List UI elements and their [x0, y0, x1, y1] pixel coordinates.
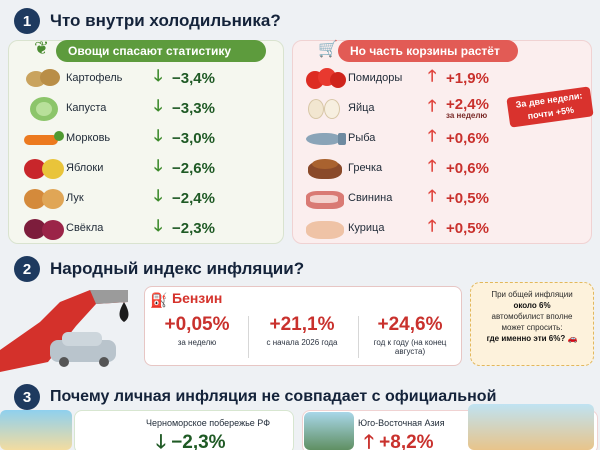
section2-number: 2	[14, 256, 40, 282]
arrow-up-icon: 🡑	[428, 127, 437, 145]
arrow-up-icon: 🡑	[364, 432, 380, 450]
arrow-up-icon: 🡑	[428, 97, 437, 115]
fish-icon	[304, 125, 348, 151]
list-item: Гречка 🡑 +0,6%	[304, 153, 489, 183]
list-item: Свёкла 🡓 −2,3%	[22, 213, 215, 243]
destination-card-black-sea	[74, 410, 294, 450]
car-icon: 🚗	[567, 334, 578, 343]
rising-heading: Но часть корзины растёт	[338, 40, 518, 62]
inflation-callout: При общей инфляции около 6% автомобилист…	[470, 282, 594, 366]
fuel-label: Бензин	[172, 290, 223, 306]
fuel-metric-yoy: +24,6% год к году (на конец августа)	[373, 314, 447, 356]
sprout-icon: ❦	[34, 38, 50, 58]
fuel-stats-card	[144, 286, 462, 366]
fuel-pump-icon: ⛽	[150, 292, 168, 308]
list-item: Капуста 🡓 −3,3%	[22, 93, 215, 123]
arrow-down-icon: 🡓	[156, 432, 172, 450]
list-item: Курица 🡑 +0,5%	[304, 213, 489, 243]
destination-name: Черноморское побережье РФ	[146, 418, 271, 428]
section1-header: 1 Что внутри холодильника?	[14, 8, 281, 34]
list-item: Яблоки 🡓 −2,6%	[22, 153, 215, 183]
buckwheat-icon	[304, 155, 348, 181]
arrow-up-icon: 🡑	[428, 157, 437, 175]
fuel-metric-ytd: +21,1% с начала 2026 года	[266, 314, 338, 347]
destination-change: 🡑 +8,2%	[364, 428, 434, 450]
tomato-icon	[304, 65, 348, 91]
karst-illustration	[304, 412, 354, 450]
section1-number: 1	[14, 8, 40, 34]
section3-number: 3	[14, 384, 40, 410]
arrow-down-icon: 🡓	[154, 97, 163, 115]
arrow-down-icon: 🡓	[154, 157, 163, 175]
temple-illustration	[468, 404, 594, 450]
list-item: Яйца 🡑 +2,4% за неделю	[304, 93, 489, 123]
arrow-down-icon: 🡓	[154, 127, 163, 145]
onion-icon	[22, 185, 66, 211]
list-item: Морковь 🡓 −3,0%	[22, 123, 215, 153]
divider	[358, 316, 359, 358]
list-item: Помидоры 🡑 +1,9%	[304, 63, 489, 93]
pork-icon	[304, 185, 348, 211]
beach-illustration	[0, 410, 72, 450]
chicken-icon	[304, 215, 348, 241]
divider	[248, 316, 249, 358]
arrow-down-icon: 🡓	[154, 187, 163, 205]
section1-title: Что внутри холодильника?	[50, 11, 281, 30]
section2-title: Народный индекс инфляции?	[50, 259, 305, 278]
fuel-nozzle-illustration	[0, 290, 129, 372]
potato-icon	[22, 65, 66, 91]
list-item: Рыба 🡑 +0,6%	[304, 123, 489, 153]
arrow-down-icon: 🡓	[154, 217, 163, 235]
carrot-icon	[22, 125, 66, 151]
arrow-down-icon: 🡓	[154, 67, 163, 85]
cabbage-icon	[22, 95, 66, 121]
list-item: Свинина 🡑 +0,5%	[304, 183, 489, 213]
egg-icon	[304, 95, 348, 121]
destination-change: 🡓 −2,3%	[156, 428, 226, 450]
apple-icon	[22, 155, 66, 181]
arrow-up-icon: 🡑	[428, 217, 437, 235]
list-item: Лук 🡓 −2,4%	[22, 183, 215, 213]
eggs-period-note: за неделю	[446, 111, 488, 120]
list-item: Картофель 🡓 −3,4%	[22, 63, 215, 93]
section3-title: Почему личная инфляция не совпадает с оф…	[50, 388, 497, 405]
destination-name: Юго-Восточная Азия	[358, 418, 445, 428]
section3-header: 3 Почему личная инфляция не совпадает с …	[14, 384, 496, 410]
cart-icon: 🛒	[318, 41, 338, 58]
arrow-up-icon: 🡑	[428, 67, 437, 85]
fuel-metric-week: +0,05% за неделю	[164, 314, 230, 347]
section2-header: 2 Народный индекс инфляции?	[14, 256, 304, 282]
beet-icon	[22, 215, 66, 241]
vegetables-heading: Овощи спасают статистику	[56, 40, 266, 62]
arrow-up-icon: 🡑	[428, 187, 437, 205]
